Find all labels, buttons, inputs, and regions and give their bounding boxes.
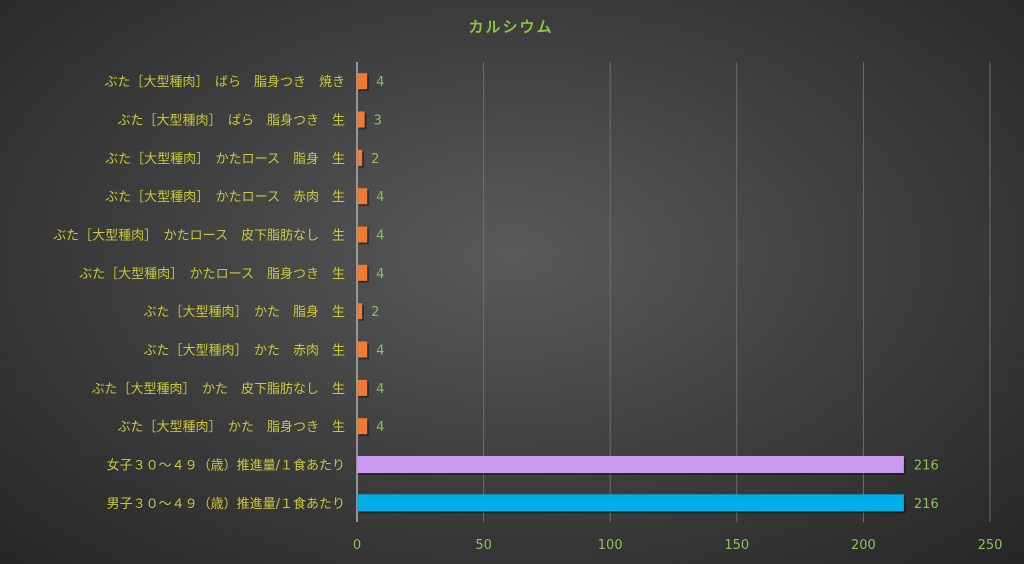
bar <box>357 226 368 243</box>
x-tick-label: 150 <box>724 538 749 553</box>
chart-title: カルシウム <box>468 18 553 36</box>
data-label: 216 <box>914 459 939 474</box>
category-label: ぶた［大型種肉］ かたロース 脂身つき 生 <box>79 266 345 282</box>
category-label: ぶた［大型種肉］ かた 脂身つき 生 <box>117 419 345 435</box>
data-label: 2 <box>371 305 379 320</box>
data-label: 2 <box>371 152 379 167</box>
bar <box>357 379 368 396</box>
data-label: 4 <box>376 420 384 435</box>
bar <box>357 494 904 512</box>
bar <box>357 264 368 281</box>
x-tick-label: 100 <box>598 538 623 553</box>
data-label: 4 <box>376 382 384 397</box>
x-tick-label: 200 <box>851 538 876 553</box>
category-label: 女子３０～４９（歳）推進量/１食あたり <box>107 458 345 474</box>
category-label: ぶた［大型種肉］ ばら 脂身つき 焼き <box>104 74 345 90</box>
data-label: 4 <box>376 344 384 359</box>
bar <box>357 188 368 205</box>
x-tick-label: 50 <box>475 538 492 553</box>
data-label: 216 <box>914 497 939 512</box>
data-label: 4 <box>376 75 384 90</box>
bar <box>357 73 368 90</box>
category-label: ぶた［大型種肉］ かたロース 皮下脂肪なし 生 <box>53 228 345 244</box>
bar <box>357 341 368 358</box>
bar <box>357 456 904 473</box>
category-label: ぶた［大型種肉］ ばら 脂身つき 生 <box>117 113 345 129</box>
category-label: ぶた［大型種肉］ かた 皮下脂肪なし 生 <box>91 381 345 397</box>
category-label: ぶた［大型種肉］ かた 赤肉 生 <box>143 343 345 359</box>
category-label: ぶた［大型種肉］ かた 脂身 生 <box>143 304 345 320</box>
category-label: 男子３０～４９（歳）推進量/１食あたり <box>107 496 345 512</box>
bar <box>357 149 363 166</box>
data-label: 4 <box>376 267 384 282</box>
category-label: ぶた［大型種肉］ かたロース 赤肉 生 <box>105 189 345 205</box>
x-tick-label: 0 <box>353 538 361 553</box>
category-label: ぶた［大型種肉］ かたロース 脂身 生 <box>105 151 345 167</box>
data-label: 4 <box>376 229 384 244</box>
x-tick-label: 250 <box>978 538 1003 553</box>
bar <box>357 111 365 128</box>
data-label: 3 <box>374 114 382 129</box>
bar <box>357 303 363 320</box>
bar <box>357 418 368 435</box>
data-label: 4 <box>376 190 384 205</box>
